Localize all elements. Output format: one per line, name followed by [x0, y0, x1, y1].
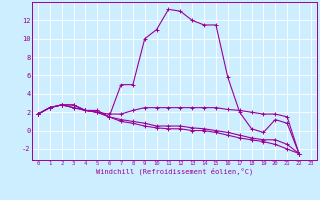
X-axis label: Windchill (Refroidissement éolien,°C): Windchill (Refroidissement éolien,°C): [96, 168, 253, 175]
